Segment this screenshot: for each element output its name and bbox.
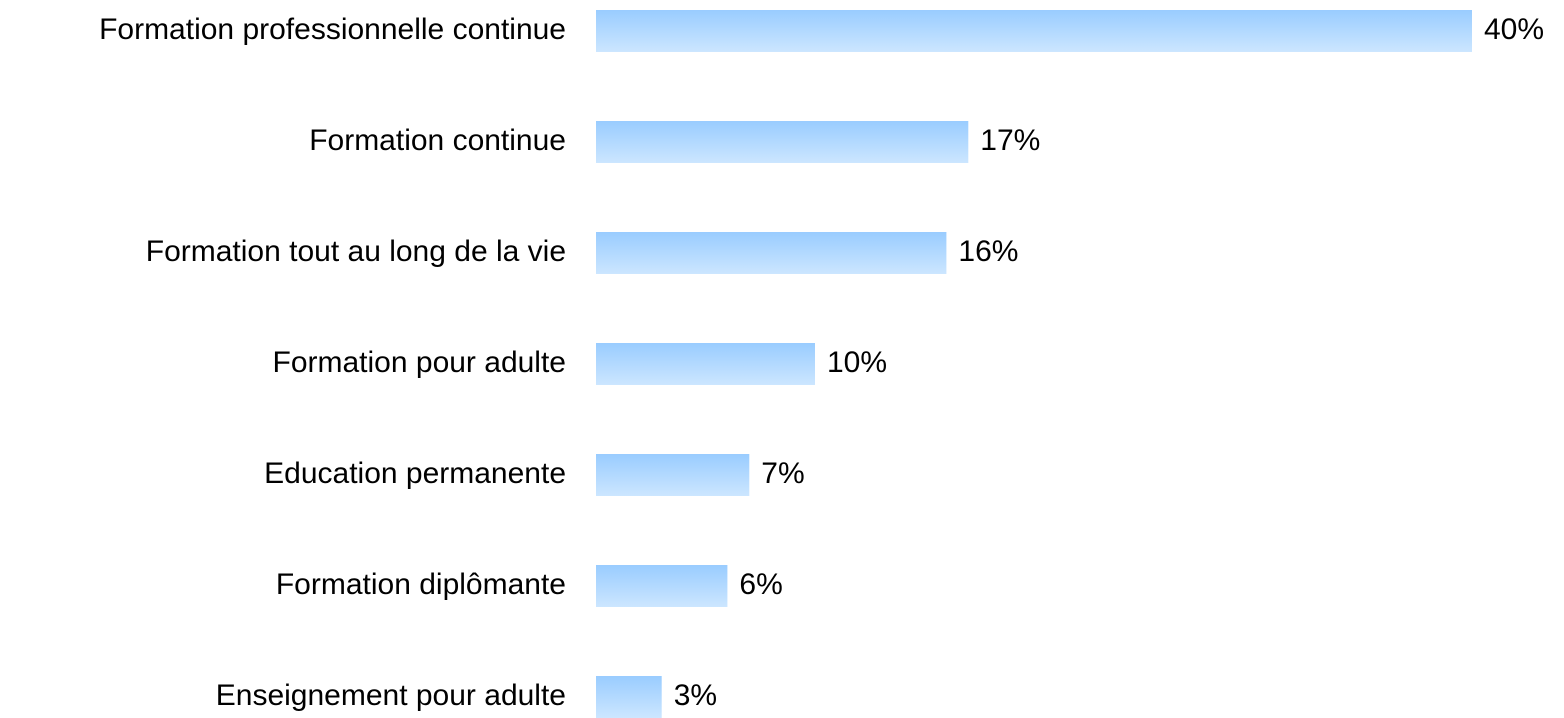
category-label: Formation diplômante [276,568,566,601]
bar [596,10,1472,52]
bar [596,343,815,385]
value-label: 17% [980,124,1040,157]
category-label: Formation tout au long de la vie [146,235,566,268]
bar [596,121,969,163]
category-label: Formation continue [309,124,566,157]
category-label: Formation professionnelle continue [99,13,566,46]
category-label: Enseignement pour adulte [216,679,566,712]
value-label: 10% [827,346,887,379]
bar [596,676,662,718]
value-label: 40% [1484,13,1544,46]
bar [596,454,750,496]
value-label: 6% [739,568,782,601]
value-label: 3% [674,679,717,712]
bar [596,565,728,607]
value-label: 16% [958,235,1018,268]
category-label: Formation pour adulte [273,346,567,379]
value-label: 7% [761,457,804,490]
category-label: Education permanente [264,457,566,490]
bar [596,232,947,274]
